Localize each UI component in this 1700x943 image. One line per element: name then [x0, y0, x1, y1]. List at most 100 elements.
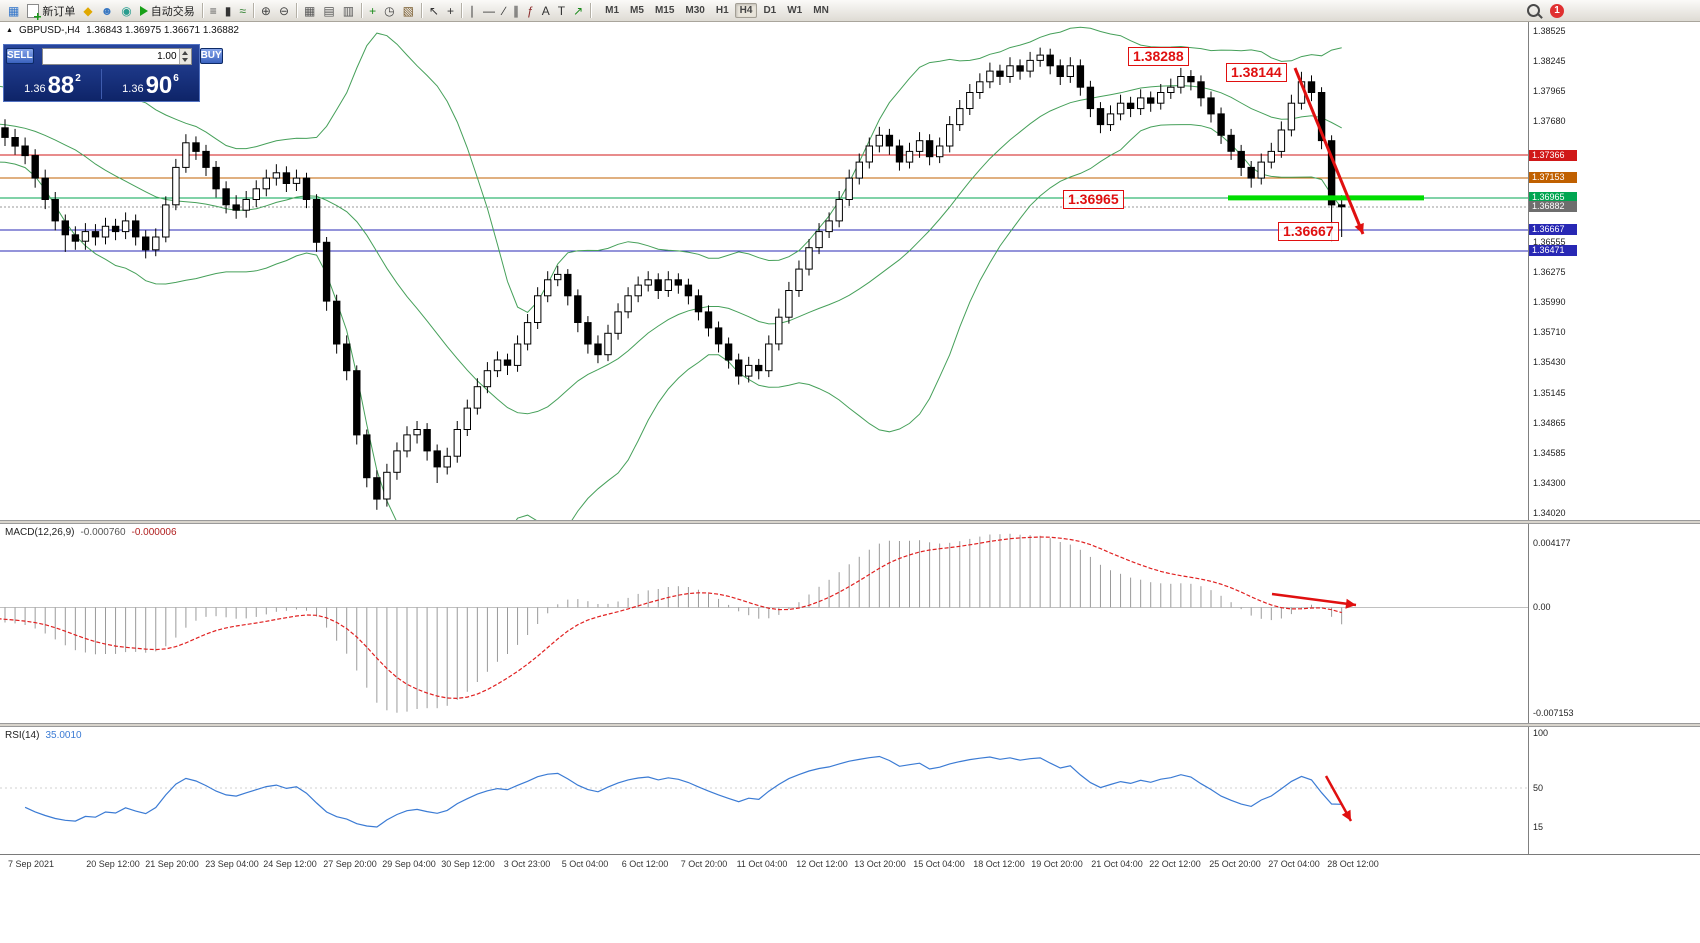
timeframe-button-mn[interactable]: MN — [808, 3, 834, 18]
volume-spin-buttons — [178, 48, 191, 64]
volume-input[interactable] — [42, 48, 179, 64]
chart-symbol-period: GBPUSD-,H4 — [18, 25, 81, 36]
candle-bull — [544, 279, 552, 297]
tile-windows-icon[interactable]: ▦ — [300, 1, 319, 21]
price-annotation[interactable]: 1.38288 — [1128, 47, 1189, 66]
volume-down-button[interactable] — [179, 56, 191, 64]
new-order-button[interactable]: 新订单 — [23, 1, 79, 21]
notification-badge[interactable]: 1 — [1550, 3, 1564, 18]
vertical-line-icon[interactable]: ∣ — [465, 1, 479, 21]
auto-trading-button[interactable]: 自动交易 — [136, 1, 199, 21]
arrange-windows-icon[interactable]: ▥ — [339, 1, 358, 21]
user-icon[interactable]: ☻ — [97, 1, 118, 21]
crosshair-icon[interactable]: + — [443, 1, 458, 21]
chart-diamond-icon[interactable]: ◆ — [79, 1, 96, 21]
timeframe-button-m1[interactable]: M1 — [600, 3, 624, 18]
indicators-icon[interactable]: + — [365, 1, 380, 21]
volume-up-button[interactable] — [179, 48, 191, 56]
fibonacci-icon-glyph: ƒ — [527, 3, 534, 18]
timeframe-button-m15[interactable]: M15 — [650, 3, 679, 18]
price-annotation[interactable]: 1.38144 — [1226, 63, 1287, 82]
candle-bear — [564, 273, 572, 297]
candle-bull — [523, 322, 532, 345]
cursor-icon-glyph: ↖ — [428, 3, 439, 18]
time-axis-label: 29 Sep 04:00 — [382, 859, 436, 869]
channel-icon[interactable]: ∥ — [509, 1, 523, 21]
zoom-in-icon[interactable]: ⊕ — [257, 1, 275, 21]
candle-bull — [473, 386, 482, 409]
search-icon[interactable] — [1527, 4, 1540, 17]
price-annotation[interactable]: 1.36965 — [1063, 190, 1124, 209]
periods-icon[interactable]: ◷ — [380, 1, 398, 21]
candle-bear — [1307, 81, 1316, 93]
trend-arrow[interactable] — [1293, 67, 1365, 235]
candle-bear — [41, 177, 49, 201]
time-axis-label: 22 Oct 12:00 — [1149, 859, 1201, 869]
sell-price[interactable]: 1.36 88 2 — [4, 67, 101, 101]
candle-bull — [1157, 92, 1165, 104]
candle-bull — [513, 343, 522, 366]
candle-bull — [614, 311, 622, 334]
candle-bear — [343, 343, 351, 372]
text-icon[interactable]: A — [538, 1, 554, 21]
horizontal-line-icon[interactable]: — — [479, 1, 499, 21]
templates-icon[interactable]: ▧ — [399, 1, 418, 21]
buy-price[interactable]: 1.36 90 6 — [102, 67, 199, 101]
toolbar-separator — [461, 3, 462, 18]
price-scale-label: 1.34585 — [1533, 447, 1566, 458]
line-chart-icon[interactable]: ≈ — [235, 1, 250, 21]
pane-separator[interactable] — [0, 520, 1700, 524]
market-globe-icon[interactable]: ◉ — [117, 1, 135, 21]
trendline-icon[interactable]: ∕ — [499, 1, 509, 21]
app-icon[interactable]: ▦ — [4, 1, 23, 21]
time-axis-label: 11 Oct 04:00 — [736, 859, 788, 869]
bollinger-lower-band — [0, 124, 1343, 521]
candle-bull — [483, 370, 492, 388]
timeframe-button-m5[interactable]: M5 — [625, 3, 649, 18]
timeframe-button-m30[interactable]: M30 — [680, 3, 709, 18]
candle-bull — [252, 188, 261, 201]
price-scale[interactable]: 1.38525 1.38245 1.37965 1.37680 1.36555 1.362… — [1528, 22, 1700, 854]
candle-bull — [453, 429, 462, 457]
candle-bull — [262, 177, 271, 190]
candle-bull — [905, 150, 914, 163]
candle-bear — [61, 220, 69, 236]
time-axis[interactable]: 7 Sep 2021 20 Sep 12:00 21 Sep 20:00 23 Sep… — [0, 854, 1700, 876]
toolbar: ▦ 新订单 ◆ ☻ ◉ 自动交易 ≡ ▮ ≈ ⊕ ⊖ ▦ ▤ ▥ + ◷ ▧ ↖ + ∣ — ∕ ∥ ƒ A T ↗ M1 M5 M15 M… — [0, 0, 1700, 22]
price-scale-label: 1.34020 — [1533, 508, 1566, 518]
candle-bull — [1036, 54, 1044, 61]
price-tag: 1.36471 — [1529, 245, 1577, 257]
sell-button[interactable]: SELL — [6, 48, 34, 64]
candle-bull — [624, 295, 632, 313]
candle-bear — [302, 177, 311, 201]
toolbar-separator — [201, 3, 203, 18]
cascade-windows-icon-glyph: ▤ — [323, 3, 335, 18]
candle-bear — [1217, 113, 1225, 136]
fibonacci-icon[interactable]: ƒ — [523, 1, 538, 21]
candle-bear — [373, 477, 381, 500]
time-axis-label: 12 Oct 12:00 — [796, 859, 848, 869]
timeframe-button-d1[interactable]: D1 — [758, 3, 781, 18]
templates-icon-glyph: ▧ — [402, 3, 414, 18]
time-axis-label: 13 Oct 20:00 — [854, 859, 906, 869]
candle-bear — [91, 231, 100, 238]
price-scale-label: 1.36275 — [1533, 266, 1566, 277]
price-scale-label: 1.35710 — [1533, 327, 1566, 338]
zoom-out-icon[interactable]: ⊖ — [275, 1, 293, 21]
arrows-icon[interactable]: ↗ — [569, 1, 587, 21]
price-tag: 1.36965 — [1529, 192, 1577, 204]
price-scale-label: 1.38245 — [1533, 56, 1566, 66]
cascade-windows-icon[interactable]: ▤ — [319, 1, 338, 21]
price-annotation[interactable]: 1.36667 — [1278, 222, 1339, 241]
cursor-icon[interactable]: ↖ — [425, 1, 443, 21]
buy-button[interactable]: BUY — [199, 48, 223, 64]
pane-separator[interactable] — [0, 723, 1700, 727]
timeframe-button-h1[interactable]: H1 — [711, 3, 734, 18]
trend-arrow[interactable] — [1271, 592, 1357, 607]
label-icon[interactable]: T — [554, 1, 569, 21]
timeframe-button-w1[interactable]: W1 — [782, 3, 807, 18]
bar-chart-icon[interactable]: ≡ — [206, 1, 221, 21]
zoom-out-icon-glyph: ⊖ — [278, 3, 290, 18]
timeframe-button-h4[interactable]: H4 — [734, 3, 758, 18]
candlestick-chart-icon[interactable]: ▮ — [221, 1, 236, 21]
